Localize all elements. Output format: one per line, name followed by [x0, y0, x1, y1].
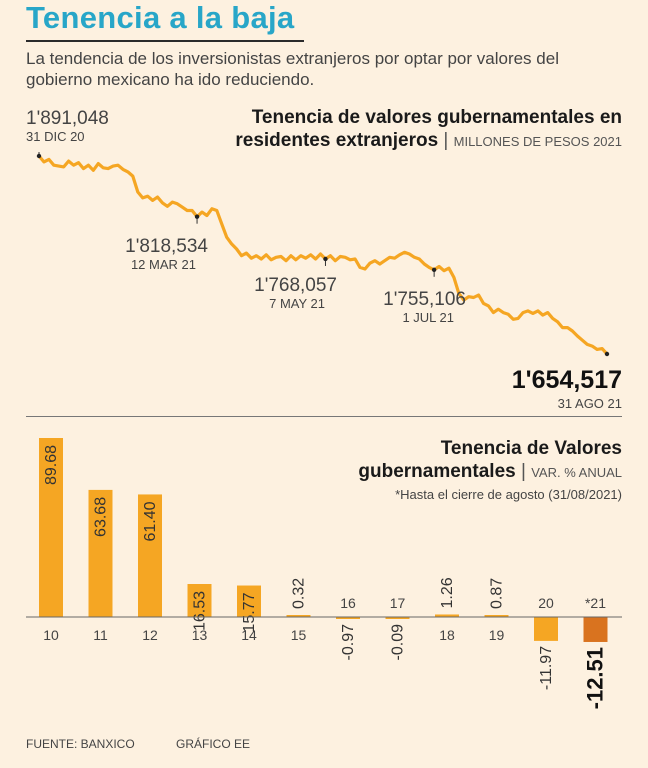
bar-chart-title: Tenencia de Valores gubernamentales | VA…	[358, 438, 622, 482]
category-label: 20	[538, 595, 554, 611]
bar-20	[534, 617, 558, 641]
category-label: *21	[585, 595, 606, 611]
category-label: 10	[43, 627, 59, 643]
bar-*21	[583, 617, 608, 642]
annotation-value: 1'755,106	[383, 289, 466, 310]
value-label: -0.97	[340, 624, 357, 661]
annotation-value: 1'891,048	[26, 108, 109, 129]
line-chart-title-line1: Tenencia de valores gubernamentales en	[251, 107, 622, 128]
bar-19	[484, 615, 509, 617]
category-label: 12	[142, 627, 158, 643]
value-label: 1.26	[439, 577, 456, 608]
line-chart-title: Tenencia de valores gubernamentales en r…	[235, 107, 622, 151]
line-series	[37, 154, 609, 356]
annotation-date: 12 MAR 21	[131, 257, 196, 272]
page-subtitle: La tendencia de los inversionistas extra…	[26, 49, 559, 89]
annotation-date: 7 MAY 21	[269, 296, 325, 311]
value-label: 16.53	[192, 591, 209, 631]
value-label: 89.68	[43, 445, 60, 485]
bar-chart-title-line1: Tenencia de Valores	[440, 438, 622, 459]
annotation-date: 31 AGO 21	[558, 396, 622, 411]
value-label: 63.68	[93, 497, 110, 537]
page-title: Tenencia a la baja	[26, 0, 295, 35]
category-label: 11	[93, 627, 108, 643]
annotation-value: 1'768,057	[254, 275, 337, 296]
bar-chart-unit: VAR. % ANUAL	[531, 465, 622, 480]
footer-source: FUENTE: BANXICO	[26, 737, 135, 751]
bar-chart-title-line2: gubernamentales	[358, 461, 516, 482]
value-label: -12.51	[583, 647, 608, 709]
line-chart-unit: MILLONES DE PESOS 2021	[453, 134, 622, 149]
annotation-value: 1'654,517	[512, 366, 622, 394]
annotation-date: 31 DIC 20	[26, 129, 85, 144]
category-label: 13	[192, 627, 208, 643]
bar-18	[435, 614, 459, 617]
category-label: 14	[241, 627, 257, 643]
value-label: -0.09	[390, 624, 407, 661]
bar-11	[88, 489, 113, 617]
category-label: 16	[340, 595, 356, 611]
annotation-point	[194, 214, 200, 219]
category-label: 19	[489, 627, 505, 643]
section-divider	[26, 416, 622, 417]
bar-16	[336, 617, 360, 619]
footer-credit: GRÁFICO EE	[176, 737, 251, 751]
category-label: 17	[390, 595, 406, 611]
bar-17	[385, 617, 410, 619]
bar-15	[286, 615, 311, 617]
annotation-point	[323, 256, 328, 262]
annotation-point	[431, 267, 437, 272]
category-label: 18	[439, 627, 455, 643]
annotation-point	[36, 153, 42, 159]
bar-chart-note: *Hasta el cierre de agosto (31/08/2021)	[395, 487, 622, 502]
bar-10	[39, 438, 63, 617]
annotation-value: 1'818,534	[125, 236, 208, 257]
value-label: 0.87	[489, 578, 506, 609]
value-label: 61.40	[142, 501, 159, 541]
line-chart-title-line2: residentes extranjeros	[235, 130, 439, 151]
annotation-date: 1 JUL 21	[402, 310, 454, 325]
value-label: 15.77	[241, 592, 258, 632]
title-underline	[26, 40, 304, 42]
value-label: -11.97	[538, 646, 555, 690]
bar-13	[187, 584, 212, 617]
value-label: 0.32	[291, 578, 308, 609]
annotation-point	[604, 351, 610, 357]
bar-14	[237, 585, 261, 617]
bar-12	[138, 494, 162, 617]
category-label: 15	[291, 627, 307, 643]
